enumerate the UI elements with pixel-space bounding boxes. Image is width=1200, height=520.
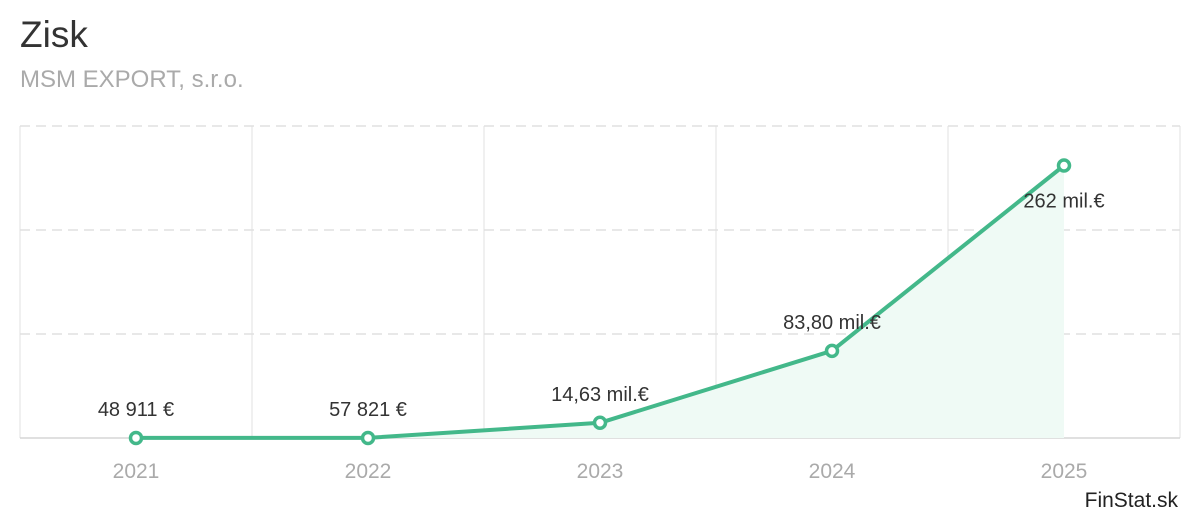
- data-label-2024: 83,80 mil.€: [783, 312, 881, 334]
- data-label-2025: 262 mil.€: [1023, 191, 1104, 213]
- data-point-2021[interactable]: [128, 430, 144, 446]
- data-label-2023: 14,63 mil.€: [551, 384, 649, 406]
- x-tick-label-2023: 2023: [577, 460, 624, 483]
- x-tick-label-2024: 2024: [809, 460, 856, 483]
- x-axis-ticks: 2021 2022 2023 2024 2025: [113, 460, 1088, 483]
- data-labels-layer: 48 911 € 57 821 € 14,63 mil.€ 83,80 mil.€ 26…: [98, 191, 1105, 421]
- x-tick-label-2021: 2021: [113, 460, 160, 483]
- points-layer: [128, 158, 1072, 446]
- data-label-2022: 57 821 €: [329, 399, 407, 421]
- data-point-2024[interactable]: [824, 343, 840, 359]
- x-tick-label-2025: 2025: [1041, 460, 1088, 483]
- data-point-2025[interactable]: [1056, 158, 1072, 173]
- x-tick-label-2022: 2022: [345, 460, 392, 483]
- chart-title: Zisk: [20, 14, 88, 55]
- chart-subtitle: MSM EXPORT, s.r.o.: [20, 66, 244, 93]
- data-point-2022[interactable]: [360, 430, 376, 446]
- series-area: [136, 165, 1064, 438]
- source-credit[interactable]: FinStat.sk: [1084, 489, 1178, 512]
- data-label-2021: 48 911 €: [98, 399, 174, 421]
- data-point-2023[interactable]: [592, 415, 608, 431]
